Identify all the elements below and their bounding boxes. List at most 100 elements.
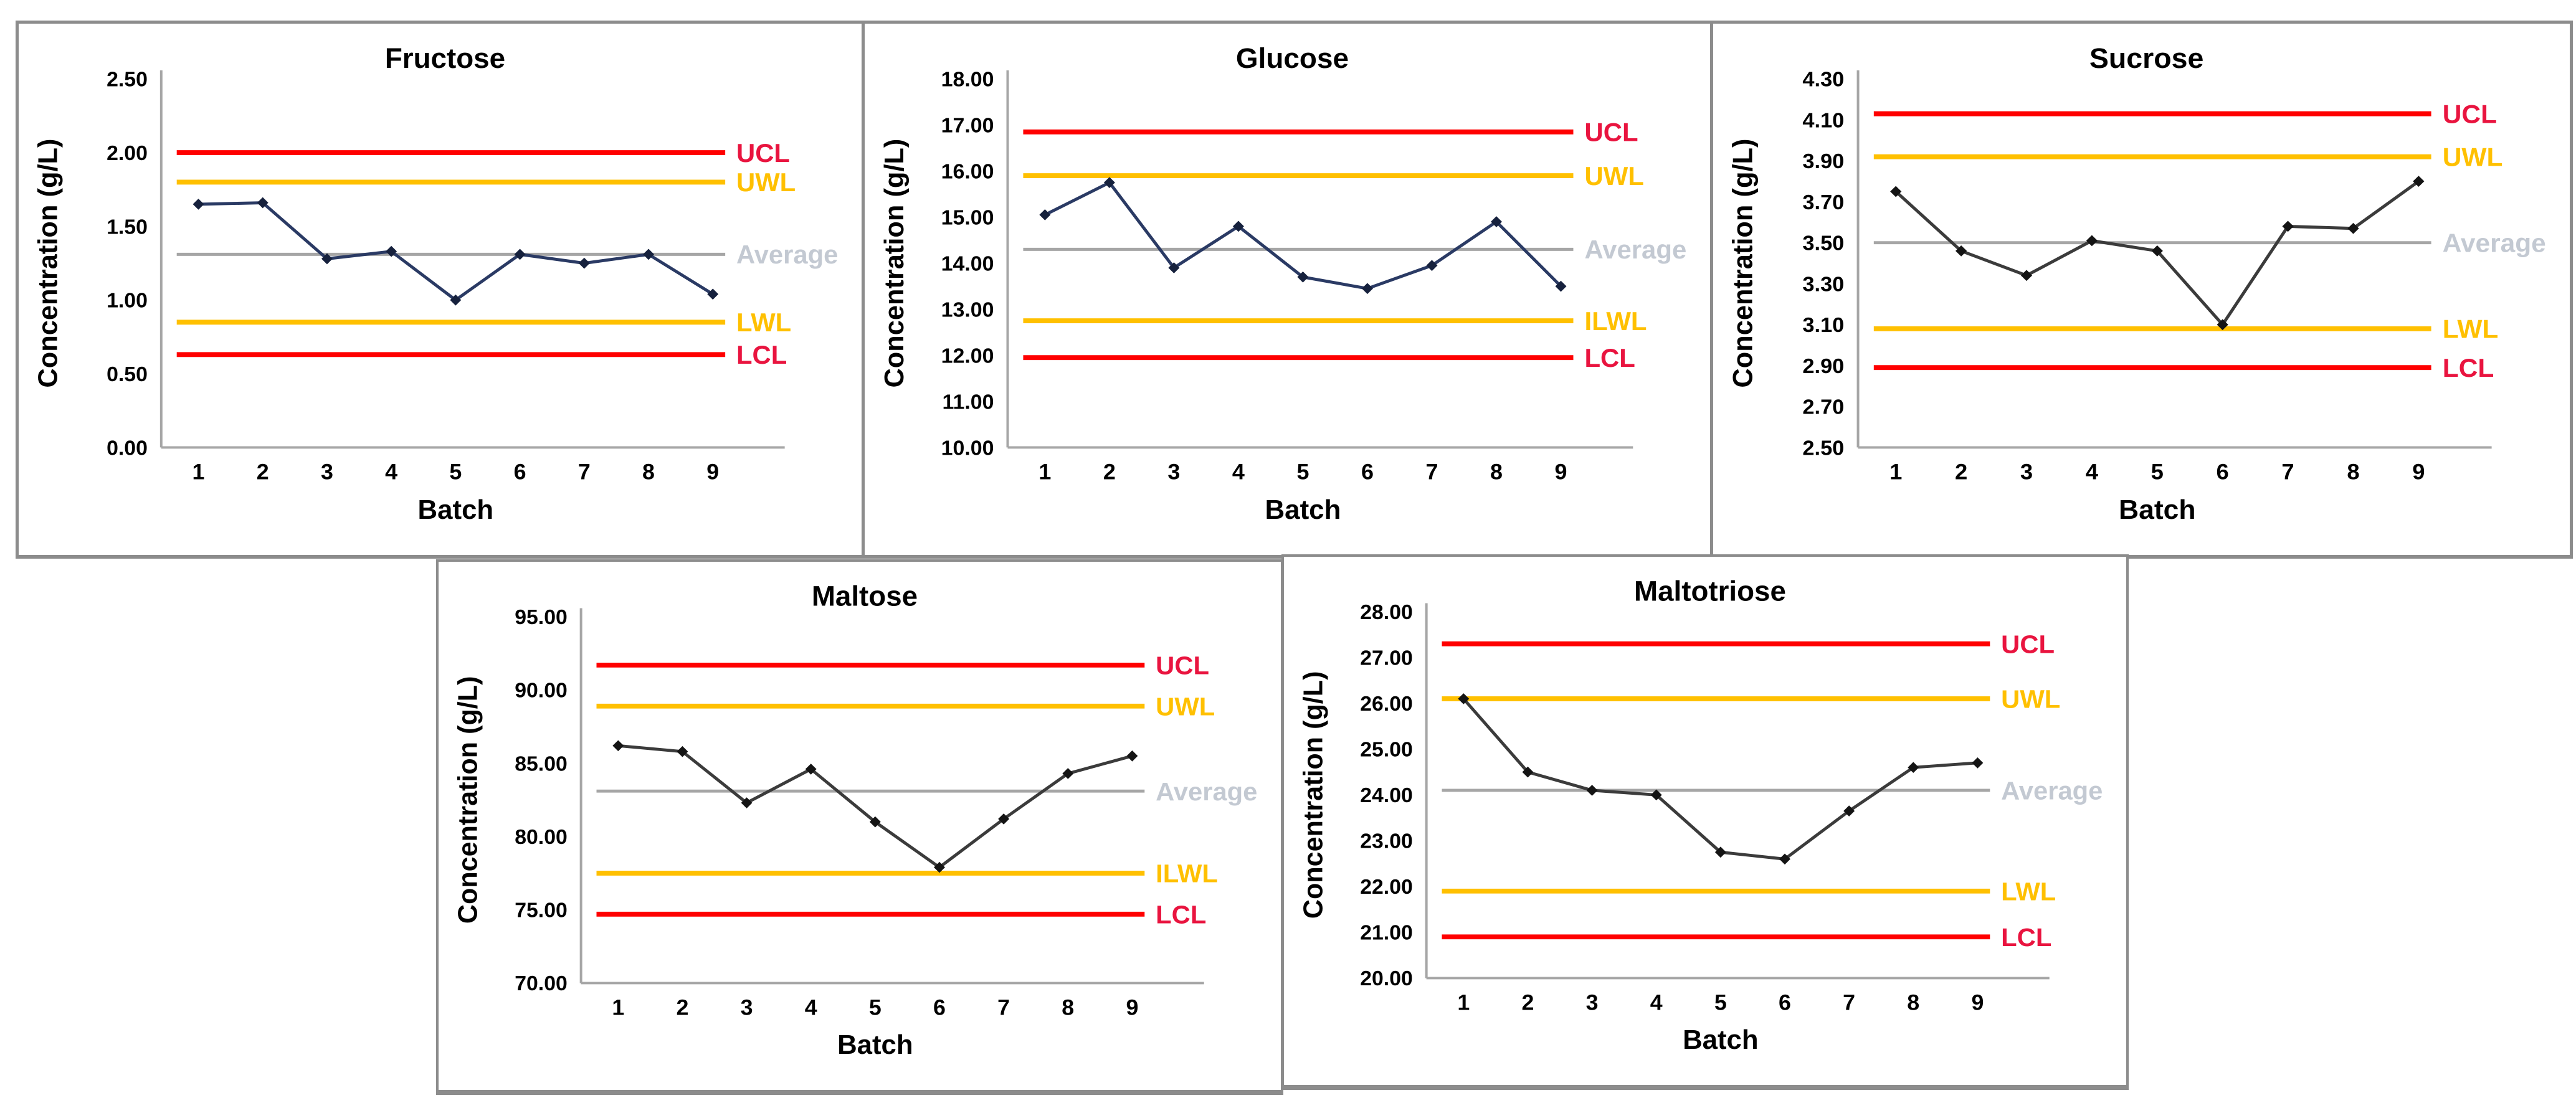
chart-panel-sucrose: Sucrose Concentration (g/L) 4.30 4.10 3.90 3.…	[1710, 21, 2573, 559]
data-point-marker	[1126, 750, 1138, 762]
y-tick-label: 3.70	[1802, 191, 1844, 214]
y-tick-label: 12.00	[941, 344, 994, 368]
y-tick-label: 26.00	[1360, 693, 1413, 716]
limit-label-uwl: UWL	[1584, 161, 1643, 191]
x-tick-label: 1	[1457, 990, 1470, 1015]
data-point-marker	[1955, 245, 1967, 257]
y-tick-label: 85.00	[515, 752, 568, 775]
y-tick-label: 0.00	[107, 437, 148, 460]
x-tick-label: 5	[1296, 460, 1309, 485]
x-axis-title: Batch	[418, 495, 494, 525]
y-axis-title: Concentration (g/L)	[453, 676, 483, 924]
data-point-marker	[1522, 766, 1534, 778]
x-tick-label: 1	[192, 460, 205, 485]
limit-label-lcl: LCL	[2001, 922, 2051, 952]
x-tick-label: 7	[578, 460, 591, 485]
x-tick-label: 6	[2217, 459, 2229, 484]
y-tick-label: 11.00	[943, 390, 994, 414]
y-axis-title: Concentration (g/L)	[879, 139, 910, 388]
limit-label-average: Average	[2001, 776, 2103, 805]
data-point-marker	[741, 797, 753, 808]
limit-label-lwl: LWL	[2443, 315, 2499, 343]
y-tick-label: 2.90	[1802, 354, 1844, 378]
x-tick-label: 7	[1843, 990, 1855, 1015]
x-tick-label: 5	[449, 460, 462, 485]
x-tick-label: 4	[805, 995, 817, 1020]
data-point-marker	[612, 740, 624, 752]
chart-svg-sucrose: Sucrose Concentration (g/L) 4.30 4.10 3.90 3.…	[1728, 42, 2546, 525]
y-tick-label: 21.00	[1360, 922, 1413, 945]
x-tick-label: 3	[321, 460, 333, 485]
y-tick-label: 95.00	[515, 606, 568, 629]
y-tick-label: 1.00	[107, 290, 148, 313]
x-tick-label: 2	[1955, 459, 1967, 484]
y-tick-label: 2.50	[1802, 437, 1844, 460]
data-point-marker	[1426, 260, 1438, 272]
data-point-marker	[321, 253, 333, 265]
limit-label-ucl: UCL	[2001, 630, 2055, 659]
x-tick-label: 9	[706, 460, 719, 485]
x-tick-label: 4	[1650, 990, 1663, 1015]
limit-label-lcl: LCL	[2443, 353, 2494, 382]
data-point-marker	[1297, 271, 1309, 283]
y-tick-label: 16.00	[941, 160, 994, 184]
chart-title: Glucose	[1236, 42, 1349, 74]
x-tick-label: 2	[676, 995, 688, 1020]
limit-label-uwl: UWL	[2001, 684, 2060, 714]
chart-title: Sucrose	[2089, 42, 2203, 74]
x-tick-label: 2	[1521, 990, 1534, 1015]
y-axis-title: Concentration (g/L)	[1298, 671, 1328, 919]
limit-label-lwl: LWL	[2001, 877, 2056, 906]
chart-title: Fructose	[385, 42, 505, 74]
y-tick-label: 4.10	[1802, 109, 1844, 133]
x-tick-label: 5	[1714, 990, 1727, 1015]
data-point-marker	[257, 197, 269, 209]
x-tick-label: 9	[1126, 995, 1138, 1020]
x-tick-label: 6	[1779, 990, 1791, 1015]
data-point-marker	[2020, 270, 2033, 282]
chart-svg-maltose: Maltose Concentration (g/L) 95.00 90.00 85.0…	[453, 580, 1257, 1060]
x-axis-title: Batch	[1265, 495, 1341, 525]
limit-label-lcl: LCL	[1584, 343, 1635, 372]
chart-title: Maltose	[812, 580, 918, 612]
chart-svg-maltotriose: Maltotriose Concentration (g/L) 28.00 27.00…	[1298, 575, 2103, 1055]
x-tick-label: 3	[1586, 990, 1599, 1015]
y-tick-label: 3.30	[1802, 273, 1844, 296]
limit-label-ucl: UCL	[1584, 118, 1638, 147]
y-tick-label: 10.00	[941, 436, 994, 460]
x-tick-label: 5	[869, 995, 882, 1020]
limit-label-average: Average	[1156, 777, 1257, 806]
x-tick-label: 8	[2347, 459, 2359, 484]
data-point-marker	[1972, 757, 1984, 769]
y-tick-label: 4.30	[1802, 68, 1844, 92]
chart-svg-glucose: Glucose Concentration (g/L) 18.00 17.00 16.0…	[879, 42, 1687, 525]
x-tick-label: 8	[1907, 990, 1919, 1015]
data-point-marker	[2086, 235, 2098, 247]
limit-label-ucl: UCL	[736, 138, 790, 168]
y-tick-label: 70.00	[515, 972, 568, 995]
chart-title: Maltotriose	[1634, 575, 1786, 607]
limit-label-lwl: ILWL	[1156, 859, 1218, 888]
y-tick-label: 24.00	[1360, 784, 1413, 807]
y-tick-label: 1.50	[107, 215, 148, 239]
y-axis-title: Concentration (g/L)	[34, 139, 64, 388]
x-tick-label: 4	[2086, 459, 2098, 484]
y-tick-label: 0.50	[107, 363, 148, 386]
x-tick-label: 7	[2281, 459, 2294, 484]
x-tick-label: 2	[1103, 460, 1116, 485]
data-point-marker	[1650, 789, 1662, 801]
y-tick-label: 27.00	[1360, 647, 1413, 670]
limit-label-uwl: UWL	[736, 168, 796, 197]
x-tick-label: 6	[514, 460, 526, 485]
data-point-marker	[578, 257, 590, 269]
x-axis-title: Batch	[2119, 495, 2196, 524]
y-tick-label: 20.00	[1360, 967, 1413, 990]
x-tick-label: 3	[1167, 460, 1180, 485]
y-tick-label: 28.00	[1360, 601, 1413, 624]
x-tick-label: 2	[257, 460, 269, 485]
data-point-marker	[869, 816, 881, 828]
y-tick-label: 22.00	[1360, 876, 1413, 899]
y-tick-label: 25.00	[1360, 739, 1413, 762]
data-point-marker	[1039, 209, 1051, 220]
limit-label-uwl: UWL	[1156, 692, 1215, 721]
